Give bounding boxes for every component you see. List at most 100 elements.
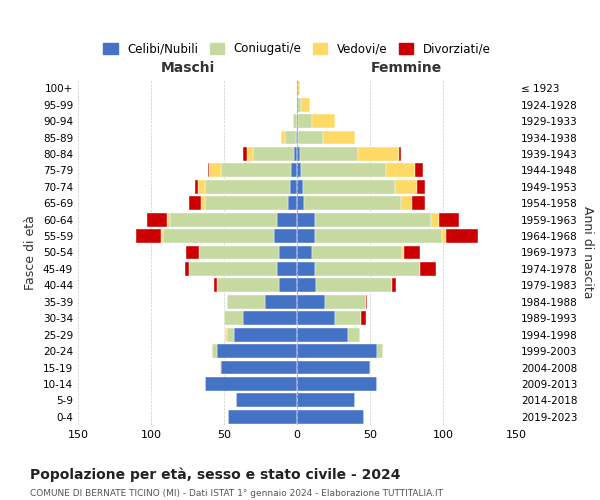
Bar <box>195 180 198 194</box>
Bar <box>198 180 205 194</box>
Bar <box>297 196 304 210</box>
Bar <box>412 196 425 210</box>
Bar <box>136 229 161 243</box>
Bar <box>297 360 370 374</box>
Bar <box>291 164 297 177</box>
Bar <box>146 212 167 226</box>
Bar <box>297 147 300 161</box>
Text: COMUNE DI BERNATE TICINO (MI) - Dati ISTAT 1° gennaio 2024 - Elaborazione TUTTIT: COMUNE DI BERNATE TICINO (MI) - Dati IST… <box>30 489 443 498</box>
Bar <box>220 360 221 374</box>
Bar <box>274 229 297 243</box>
Bar <box>361 311 365 325</box>
Bar <box>221 164 291 177</box>
Bar <box>297 344 377 358</box>
Bar <box>297 81 300 95</box>
Bar <box>281 130 286 144</box>
Text: Popolazione per età, sesso e stato civile - 2024: Popolazione per età, sesso e stato civil… <box>30 468 401 482</box>
Bar <box>209 164 221 177</box>
Bar <box>217 278 280 292</box>
Bar <box>392 278 396 292</box>
Bar <box>200 196 205 210</box>
Bar <box>205 196 288 210</box>
Bar <box>280 278 297 292</box>
Bar <box>415 164 422 177</box>
Bar <box>314 262 419 276</box>
Bar <box>419 262 436 276</box>
Bar <box>377 344 383 358</box>
Bar <box>243 147 247 161</box>
Bar <box>395 180 417 194</box>
Bar <box>442 229 446 243</box>
Bar <box>401 196 412 210</box>
Bar <box>301 98 310 112</box>
Bar <box>253 147 294 161</box>
Bar <box>297 212 314 226</box>
Bar <box>214 278 217 292</box>
Text: Maschi: Maschi <box>160 61 215 75</box>
Bar <box>161 229 163 243</box>
Bar <box>298 130 323 144</box>
Bar <box>224 311 243 325</box>
Bar <box>205 180 290 194</box>
Bar <box>163 229 274 243</box>
Bar <box>280 246 297 260</box>
Bar <box>297 278 316 292</box>
Bar <box>293 114 297 128</box>
Y-axis label: Anni di nascita: Anni di nascita <box>581 206 594 298</box>
Bar <box>297 328 348 342</box>
Text: Femmine: Femmine <box>371 61 442 75</box>
Bar <box>294 147 297 161</box>
Bar <box>335 311 361 325</box>
Bar <box>297 164 301 177</box>
Bar <box>404 246 419 260</box>
Bar <box>199 246 280 260</box>
Bar <box>365 295 367 309</box>
Bar <box>290 180 297 194</box>
Bar <box>311 114 335 128</box>
Bar <box>208 164 209 177</box>
Bar <box>325 295 365 309</box>
Bar <box>229 410 297 424</box>
Bar <box>386 164 415 177</box>
Bar <box>314 212 431 226</box>
Bar <box>236 394 297 407</box>
Bar <box>323 130 355 144</box>
Bar <box>297 410 364 424</box>
Bar <box>298 114 311 128</box>
Bar <box>186 246 199 260</box>
Bar <box>301 164 386 177</box>
Bar <box>439 212 459 226</box>
Bar <box>446 229 478 243</box>
Bar <box>277 262 297 276</box>
Bar <box>417 180 425 194</box>
Bar <box>316 278 392 292</box>
Bar <box>167 212 170 226</box>
Bar <box>277 212 297 226</box>
Bar <box>227 295 265 309</box>
Bar <box>297 295 325 309</box>
Bar <box>288 196 297 210</box>
Bar <box>303 180 395 194</box>
Bar <box>297 180 303 194</box>
Bar <box>297 114 298 128</box>
Bar <box>221 360 297 374</box>
Bar <box>189 262 277 276</box>
Bar <box>205 377 297 391</box>
Bar <box>234 328 297 342</box>
Y-axis label: Fasce di età: Fasce di età <box>25 215 37 290</box>
Bar <box>297 262 314 276</box>
Bar <box>170 212 277 226</box>
Bar <box>304 196 401 210</box>
Bar <box>297 377 377 391</box>
Bar <box>402 246 404 260</box>
Bar <box>311 246 402 260</box>
Bar <box>243 311 297 325</box>
Bar <box>217 344 297 358</box>
Bar <box>226 328 227 342</box>
Bar <box>300 147 358 161</box>
Bar <box>358 147 399 161</box>
Bar <box>314 229 442 243</box>
Bar <box>399 147 401 161</box>
Bar <box>348 328 360 342</box>
Bar <box>212 344 217 358</box>
